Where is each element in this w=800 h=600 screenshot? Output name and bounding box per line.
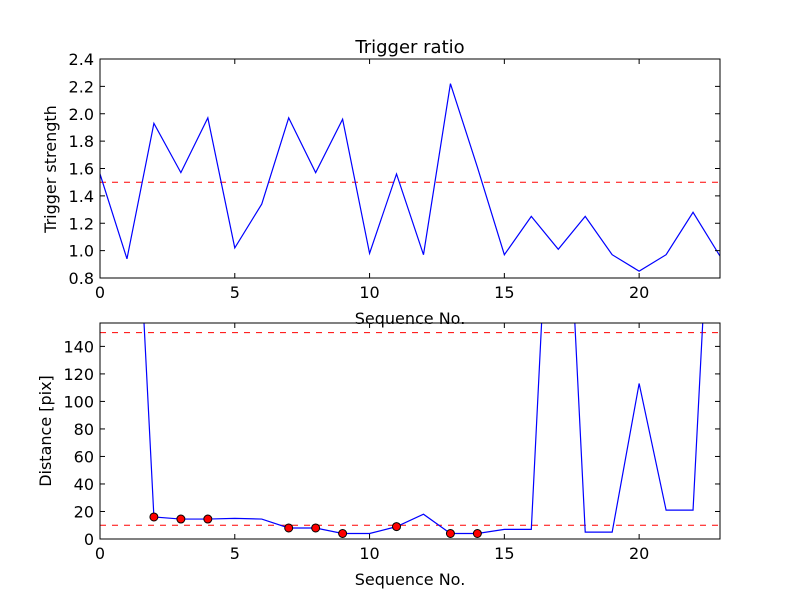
data-point (392, 522, 402, 532)
y-tick-label: 1.0 (69, 242, 94, 261)
plot-frame (99, 322, 721, 540)
y-tick-label: 120 (63, 365, 94, 384)
x-tick-label: 0 (95, 283, 105, 302)
x-ticks: 0 5 10 15 20 (95, 323, 649, 563)
y-tick-label: 0.8 (69, 269, 94, 288)
series-line (143, 323, 704, 535)
data-point (149, 512, 159, 522)
threshold-lines (100, 332, 720, 526)
x-axis-label: Sequence No. (355, 309, 466, 328)
y-tick-label: 0 (84, 530, 94, 549)
y-tick-label: 2.4 (69, 50, 94, 69)
x-tick-label: 0 (95, 544, 105, 563)
y-tick-label: 1.2 (69, 214, 94, 233)
y-tick-label: 1.6 (69, 160, 94, 179)
x-axis-label: Sequence No. (355, 570, 466, 589)
x-ticks: 0 5 10 15 20 (95, 59, 649, 302)
x-tick-label: 10 (359, 544, 379, 563)
y-tick-label: 80 (74, 420, 94, 439)
x-tick-label: 5 (230, 283, 240, 302)
distance-panel: 0 5 10 15 20 0 20 40 60 80 100 120 140 Sequence No.… (36, 322, 721, 589)
series-line (100, 83, 720, 272)
data-point (472, 528, 482, 538)
y-tick-label: 100 (63, 392, 94, 411)
y-tick-label: 40 (74, 475, 94, 494)
series-group (100, 83, 720, 272)
x-tick-label: 20 (629, 283, 649, 302)
x-tick-label: 5 (230, 544, 240, 563)
y-tick-label: 2.0 (69, 105, 94, 124)
y-tick-label: 60 (74, 447, 94, 466)
y-tick-label: 1.8 (69, 132, 94, 151)
x-tick-label: 20 (629, 544, 649, 563)
data-point (311, 523, 321, 533)
series-group (143, 323, 704, 538)
y-ticks: 0 20 40 60 80 100 120 140 (63, 337, 720, 549)
y-tick-label: 1.4 (69, 187, 94, 206)
data-point (203, 514, 213, 524)
y-axis-label: Trigger strength (41, 105, 60, 234)
data-point (445, 528, 455, 538)
x-tick-label: 10 (359, 283, 379, 302)
y-ticks: 0.8 1.0 1.2 1.4 1.6 1.8 2.0 2.2 2.4 (69, 50, 720, 288)
y-tick-label: 140 (63, 337, 94, 356)
data-point (284, 523, 294, 533)
y-axis-label: Distance [pix] (36, 375, 55, 487)
chart-title: Trigger ratio (354, 37, 464, 58)
y-tick-label: 20 (74, 502, 94, 521)
y-tick-label: 2.2 (69, 77, 94, 96)
data-point (338, 528, 348, 538)
x-tick-label: 15 (494, 283, 514, 302)
trigger-ratio-panel: Trigger ratio 0 5 10 15 20 0.8 1.0 1.2 1.4 1.6 1.… (41, 37, 721, 328)
x-tick-label: 15 (494, 544, 514, 563)
data-point (176, 514, 186, 524)
